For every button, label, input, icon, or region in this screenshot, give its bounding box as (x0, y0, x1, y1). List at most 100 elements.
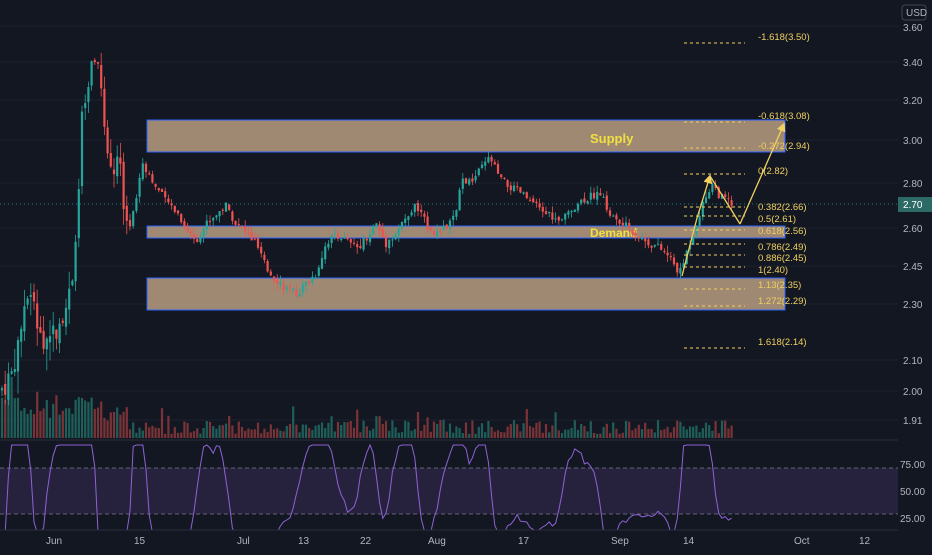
candle-body (464, 178, 468, 184)
volume-bar (624, 420, 628, 438)
volume-bar (519, 431, 522, 438)
candle-body (218, 211, 221, 217)
price-axis[interactable]: USD 3.60 3.40 3.20 3.00 2.80 2.60 2.45 2… (898, 0, 932, 530)
candle-body (346, 237, 349, 240)
volume-bar (330, 416, 333, 438)
time-axis[interactable]: Jun 15 Jul 13 22 Aug 17 Sep 14 Oct 12 (0, 529, 932, 550)
fib-label-05: 0.5(2.61) (758, 214, 796, 225)
volume-bar (458, 428, 461, 438)
volume-bar (205, 420, 208, 438)
candle-body (602, 196, 605, 198)
price-tick-340: 3.40 (903, 58, 923, 69)
volume-bar (36, 391, 39, 438)
candle-body (666, 252, 669, 256)
fib-label-113: 1.13(2.35) (758, 280, 801, 291)
candle-body (596, 191, 599, 200)
candle-body (525, 192, 528, 199)
volume-bar (346, 422, 349, 438)
candle-body (436, 230, 439, 237)
volume-bar (384, 421, 388, 438)
candle-body (164, 191, 167, 198)
volume-bar (202, 427, 205, 438)
volume-bar (365, 426, 368, 438)
candle-body (480, 164, 484, 168)
rsi-band (0, 468, 898, 514)
volume-bar (260, 433, 263, 438)
volume-bar (500, 431, 503, 438)
candle-body (96, 62, 100, 64)
candle-body (692, 234, 695, 245)
volume-bar (727, 428, 730, 438)
candle-body (452, 215, 455, 220)
volume-bar (516, 424, 519, 438)
volume-bar (660, 430, 663, 438)
candle-body (570, 210, 573, 213)
candle-body (20, 328, 23, 342)
candle-body (132, 211, 135, 227)
volume-bar (176, 432, 180, 438)
candle-body (260, 246, 263, 254)
currency-badge[interactable] (901, 4, 927, 21)
candle-body (605, 195, 608, 210)
candle-body (532, 198, 535, 203)
candle-body (375, 223, 378, 228)
candle-body (276, 280, 279, 284)
candle-body (7, 373, 10, 400)
volume-bar (151, 425, 154, 438)
candle-body (48, 336, 52, 343)
candle-body (471, 178, 474, 182)
candle-body (391, 239, 394, 241)
candle-body (128, 220, 132, 227)
candle-body (74, 241, 77, 282)
candle-body (432, 230, 436, 236)
candle-body (682, 263, 685, 268)
volume-bar (506, 426, 509, 438)
volume-bar (439, 420, 442, 438)
candle-body (205, 220, 208, 230)
volume-bar (45, 399, 48, 438)
volume-bar (647, 428, 650, 438)
candle-body (58, 323, 61, 344)
candle-body (420, 209, 423, 213)
candle-body (295, 289, 298, 296)
target-arrow (739, 122, 786, 225)
candle-body (551, 212, 554, 220)
volume-bar (621, 432, 624, 438)
candle-body (474, 175, 477, 181)
candle-body (400, 221, 404, 229)
candle-body (599, 193, 602, 196)
volume-bar (253, 429, 256, 438)
candle-body (490, 156, 493, 162)
volume-bar (599, 433, 602, 438)
candle-body (397, 228, 400, 236)
candle-body (503, 177, 506, 179)
fib-label-0618: 0.618(2.56) (758, 226, 807, 237)
volume-bar (580, 423, 583, 438)
candle-body (13, 369, 16, 372)
volume-bar (314, 425, 317, 438)
candle-body (100, 64, 103, 89)
candle-body (448, 220, 452, 229)
candle-body (116, 156, 119, 177)
candle-body (404, 218, 407, 224)
candle-body (560, 219, 564, 221)
fib-label-n1618: -1.618(3.50) (758, 32, 810, 43)
volume-bar (429, 431, 432, 438)
candle-body (679, 267, 682, 274)
price-tick-245: 2.45 (903, 262, 923, 273)
candle-body (228, 204, 231, 211)
volume-bar (26, 414, 29, 438)
candle-body (388, 239, 391, 249)
volume-bar (192, 431, 196, 438)
volume-bar (215, 428, 218, 438)
candle-body (68, 288, 71, 310)
candle-body (580, 199, 583, 204)
supply-zone (146, 119, 786, 153)
volume-bar (196, 428, 199, 438)
volume-bar (333, 431, 336, 438)
candle-body (119, 157, 122, 164)
volume-bar (436, 423, 439, 438)
candle-body (240, 225, 244, 228)
candle-body (612, 215, 615, 217)
